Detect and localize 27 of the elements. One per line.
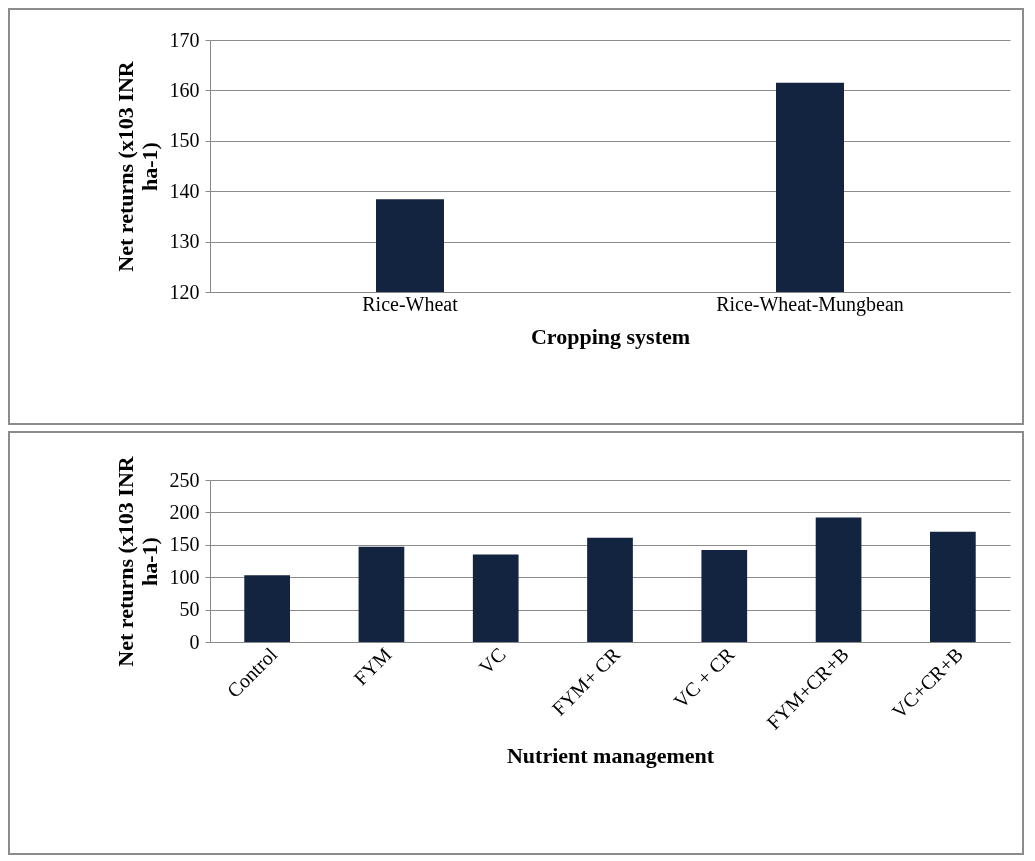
x-axis-title: Nutrient management	[506, 742, 715, 768]
y-tick-label: 50	[179, 598, 200, 621]
y-tick-label: 200	[169, 500, 200, 523]
x-tick-label: VC + CR	[669, 642, 739, 713]
y-axis-title: Net returns (x103 INR ha-1)	[112, 455, 162, 667]
x-tick-label: Rice-Wheat-Mungbean	[716, 292, 904, 316]
bar	[358, 546, 405, 642]
y-tick-label: 120	[169, 280, 200, 303]
x-tick-label: Rice-Wheat	[362, 292, 459, 315]
y-tick-label: 140	[169, 179, 200, 202]
y-tick-label: 100	[169, 565, 200, 588]
y-tick-label: 150	[169, 533, 200, 556]
y-tick-label: 150	[169, 129, 200, 152]
y-tick-label: 250	[169, 468, 200, 491]
y-tick-label: 130	[169, 230, 200, 253]
y-tick-label: 170	[169, 28, 200, 51]
y-tick-label: 0	[189, 630, 200, 653]
bar	[930, 531, 976, 642]
x-axis-title: Cropping system	[530, 323, 691, 349]
bar	[244, 575, 290, 642]
x-tick-label: VC	[474, 643, 510, 679]
bar	[587, 537, 633, 642]
y-axis-title: Net returns (x103 INR ha-1)	[112, 60, 162, 272]
bar	[815, 517, 862, 642]
bar	[472, 554, 519, 642]
bar	[701, 549, 748, 642]
y-tick-label: 160	[169, 78, 200, 101]
